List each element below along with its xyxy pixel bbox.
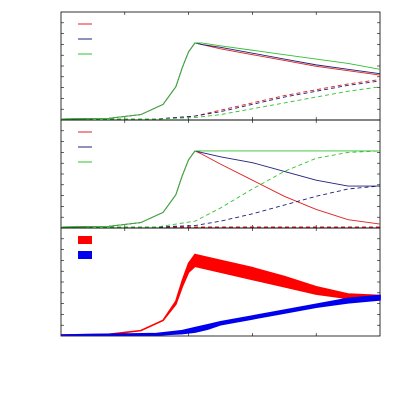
line-series-4 <box>61 185 381 228</box>
line-series-0 <box>60 150 381 228</box>
legend-swatch-1 <box>78 251 92 259</box>
panel-top <box>60 11 381 121</box>
plot-frame <box>60 119 381 229</box>
line-series-5 <box>61 150 381 228</box>
band-series-1 <box>60 294 381 336</box>
line-series-4 <box>61 80 381 120</box>
panel-bottom <box>60 227 381 337</box>
panel-middle <box>60 119 381 229</box>
line-series-3 <box>61 79 381 120</box>
line-series-2 <box>60 150 380 228</box>
line-series-0 <box>60 42 381 120</box>
line-series-2 <box>60 42 381 120</box>
legend-swatch-0 <box>78 236 92 244</box>
line-series-1 <box>60 150 380 228</box>
plot-frame <box>60 11 381 121</box>
line-series-5 <box>61 86 381 120</box>
line-series-1 <box>60 42 381 120</box>
plot-frame <box>60 227 381 337</box>
